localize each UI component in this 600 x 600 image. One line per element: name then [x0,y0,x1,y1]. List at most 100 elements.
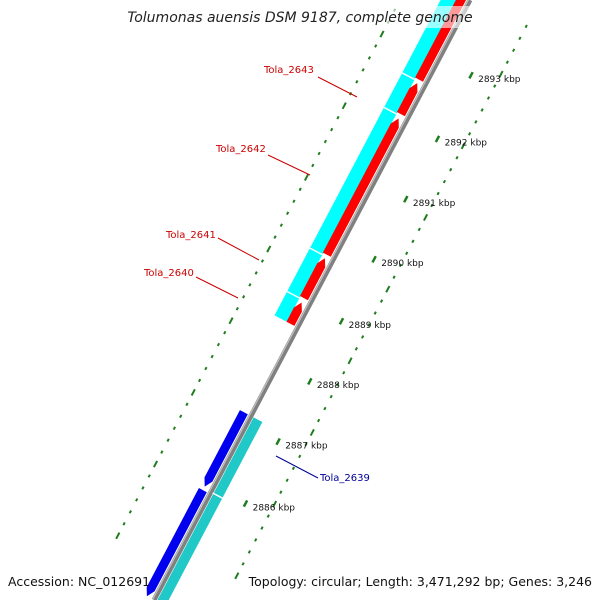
scale-dot [341,102,347,110]
scale-dot [411,239,415,244]
feature-boundary [383,106,397,115]
scale-dot [266,245,272,253]
scale-dot [260,526,264,530]
scale-dot [185,402,189,407]
scale-dot [228,317,234,325]
scale-dot [141,486,145,490]
tick-label: 2891 kbp [413,199,456,209]
scale-dot [317,151,321,156]
scale-dot [303,173,310,181]
cds-feature [204,410,248,487]
scale-dot [385,285,391,293]
map-title: Tolumonas auensis DSM 9187, complete gen… [127,10,472,26]
scale-dot [460,142,466,150]
scale-dot [498,70,504,78]
major-tick [242,499,249,508]
scale-dot [298,187,302,192]
cds-feature [396,83,418,117]
major-tick [468,71,474,79]
scale-dot [179,414,183,419]
scale-dot [392,275,396,279]
scale-dot [336,115,340,120]
cds-feature [286,302,302,326]
scale-dot [323,406,327,411]
gene-leader-line [267,154,311,176]
gene-feature [157,417,263,600]
scale-dot [272,500,278,508]
scale-dot [166,438,170,442]
scale-dot [480,108,484,112]
cds-feature [146,488,207,597]
scale-dot [379,299,384,303]
scale-dot [172,426,176,431]
gene-label: Tola_2641 [165,230,216,241]
backbone [151,0,473,600]
scale-dot [298,454,302,459]
scale-dot [309,428,315,437]
scale-dot [355,80,359,84]
scale-dot [248,283,252,287]
gene-label: Tola_2640 [143,268,194,279]
feature-boundary [286,290,300,299]
inner-dotted-scale [115,0,402,540]
accession-label: Accession: NC_012691 [8,574,150,589]
scale-dot [524,24,528,29]
feature-boundary [212,492,224,500]
scale-dot [204,366,208,371]
scale-dot [442,179,446,184]
scale-dot [292,199,296,204]
cds-feature [322,118,399,257]
scale-dot [242,295,246,299]
scale-dot [329,394,333,399]
scale-dot [254,271,258,275]
scale-dot [160,450,164,454]
major-tick [403,195,409,203]
scale-dot [347,357,353,365]
scale-dot [260,259,265,263]
scale-dot [373,311,377,315]
scale-dot [135,498,139,502]
scale-dot [311,163,315,168]
feature-track [146,0,467,600]
scale-dot [367,323,371,327]
scale-dot [235,306,239,311]
scale-dot [354,347,358,351]
tick-label: 2893 kbp [478,75,521,85]
gene-leader-line [195,276,239,299]
scale-dot [493,84,497,88]
title-backdrop [126,6,472,28]
scale-dot [417,227,421,232]
gene-labels: Tola_2643 Tola_2642 Tola_2641 Tola_2640 Tola… [143,65,370,484]
tick-label: 2892 kbp [445,139,488,149]
scale-dot [197,378,202,383]
scale-dot [223,330,227,335]
scale-dot [367,56,372,60]
scale-dot [285,478,289,483]
gene-leader-line [217,237,260,261]
scale-dot [291,466,296,471]
scale-dot [279,223,283,227]
scale-dot [247,550,251,554]
scale-dot [234,572,240,580]
scale-dot [423,213,429,222]
feature-boundary [309,247,323,256]
scale-dot [273,235,277,239]
major-tick [371,255,377,263]
scale-dot [317,418,321,423]
scale-dot [518,36,522,41]
scale-dot [512,48,516,53]
gene-label: Tola_2639 [319,473,370,484]
scale-dot [147,474,151,478]
scale-dot [486,96,491,100]
scale-dot [361,335,365,339]
scale-dot [216,342,221,347]
scale-dot [190,388,196,396]
scale-dot [241,562,245,566]
cds-feature [300,258,326,301]
scale-dot [342,370,346,375]
scale-ticks: 2893 kbp 2892 kbp 2891 kbp 2890 kbp 2889 kbp… [242,71,521,513]
scale-dot [115,532,121,540]
scale-dot [474,120,478,124]
scale-dot [467,132,472,136]
